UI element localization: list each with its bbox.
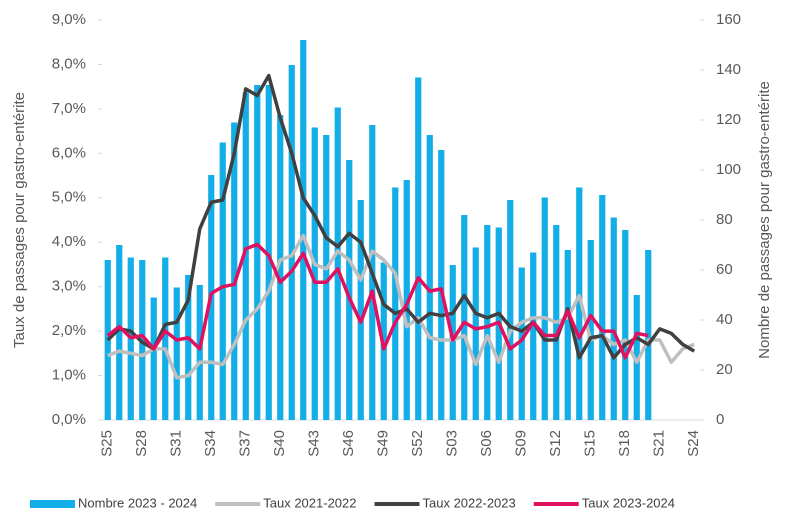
x-tick-label: S31	[168, 430, 185, 457]
x-tick-label: S40	[271, 430, 288, 457]
bar	[507, 200, 514, 420]
y2-tick-label: 160	[716, 11, 741, 28]
bar	[323, 135, 330, 420]
y2-tick-label: 20	[716, 361, 733, 378]
y-tick-label: 8,0%	[52, 55, 86, 72]
x-tick-label: S49	[375, 430, 392, 457]
x-tick-label: S03	[444, 430, 461, 457]
y2-tick-label: 60	[716, 261, 733, 278]
bar	[610, 217, 617, 420]
bar	[472, 247, 479, 420]
x-tick-label: S37	[237, 430, 254, 457]
x-tick-label: S34	[202, 430, 219, 457]
bar	[357, 200, 364, 420]
bar	[438, 150, 445, 420]
y-tick-label: 6,0%	[52, 144, 86, 161]
line	[106, 242, 649, 360]
x-tick-label: S24	[685, 430, 702, 457]
y2-tick-label: 80	[716, 211, 733, 228]
bar	[334, 107, 341, 420]
y-tick-label: 2,0%	[52, 322, 86, 339]
legend-swatch	[30, 500, 75, 508]
bar	[622, 230, 629, 420]
y2-tick-label: 120	[716, 111, 741, 128]
bar	[449, 265, 456, 420]
x-tick-label: S18	[616, 430, 633, 457]
bar	[587, 240, 594, 420]
bar	[231, 122, 238, 420]
bar	[392, 187, 399, 420]
legend-label: Taux 2022-2023	[423, 495, 516, 510]
bar	[311, 127, 318, 420]
bar	[265, 85, 272, 420]
bar	[530, 252, 537, 420]
y-tick-label: 1,0%	[52, 367, 86, 384]
y-tick-label: 7,0%	[52, 100, 86, 117]
legend-label: Nombre 2023 - 2024	[78, 495, 197, 510]
y2-tick-label: 0	[716, 411, 724, 428]
bar	[461, 215, 468, 420]
x-tick-label: S09	[513, 430, 530, 457]
y2-tick-label: 40	[716, 311, 733, 328]
bar	[633, 295, 640, 420]
y2-tick-label: 140	[716, 61, 741, 78]
x-tick-label: S25	[99, 430, 116, 457]
y-tick-label: 3,0%	[52, 278, 86, 295]
y-tick-label: 0,0%	[52, 411, 86, 428]
bar	[219, 142, 226, 420]
x-tick-label: S52	[409, 430, 426, 457]
bar	[599, 195, 606, 420]
x-tick-label: S21	[651, 430, 668, 457]
bar	[346, 160, 353, 420]
y2-tick-label: 100	[716, 161, 741, 178]
bar	[564, 250, 571, 420]
bar	[173, 287, 180, 420]
y-tick-label: 5,0%	[52, 189, 86, 206]
bar	[242, 92, 249, 420]
bar	[541, 197, 548, 420]
y2-axis-title: Nombre de passages pour gastro-entérite	[756, 81, 773, 359]
bar	[116, 245, 123, 420]
bar	[426, 135, 433, 420]
x-tick-label: S43	[306, 430, 323, 457]
bar	[150, 297, 157, 420]
x-tick-label: S12	[547, 430, 564, 457]
bar	[576, 187, 583, 420]
legend-label: Taux 2021-2022	[263, 495, 356, 510]
y-axis-title: Taux de passages pour gastro-entérite	[11, 92, 28, 348]
bar	[288, 65, 295, 420]
bar	[518, 267, 525, 420]
legend-label: Taux 2023-2024	[582, 495, 675, 510]
bar	[196, 285, 203, 420]
x-tick-label: S15	[582, 430, 599, 457]
y-tick-label: 9,0%	[52, 11, 86, 28]
bar	[254, 85, 261, 420]
bar	[403, 180, 410, 420]
y-tick-label: 4,0%	[52, 233, 86, 250]
bar	[162, 257, 169, 420]
bar	[277, 115, 284, 420]
bar	[415, 77, 422, 420]
bar	[185, 275, 192, 420]
x-tick-label: S06	[478, 430, 495, 457]
x-tick-label: S28	[133, 430, 150, 457]
bar	[484, 225, 491, 420]
bar	[300, 40, 307, 420]
x-tick-label: S46	[340, 430, 357, 457]
